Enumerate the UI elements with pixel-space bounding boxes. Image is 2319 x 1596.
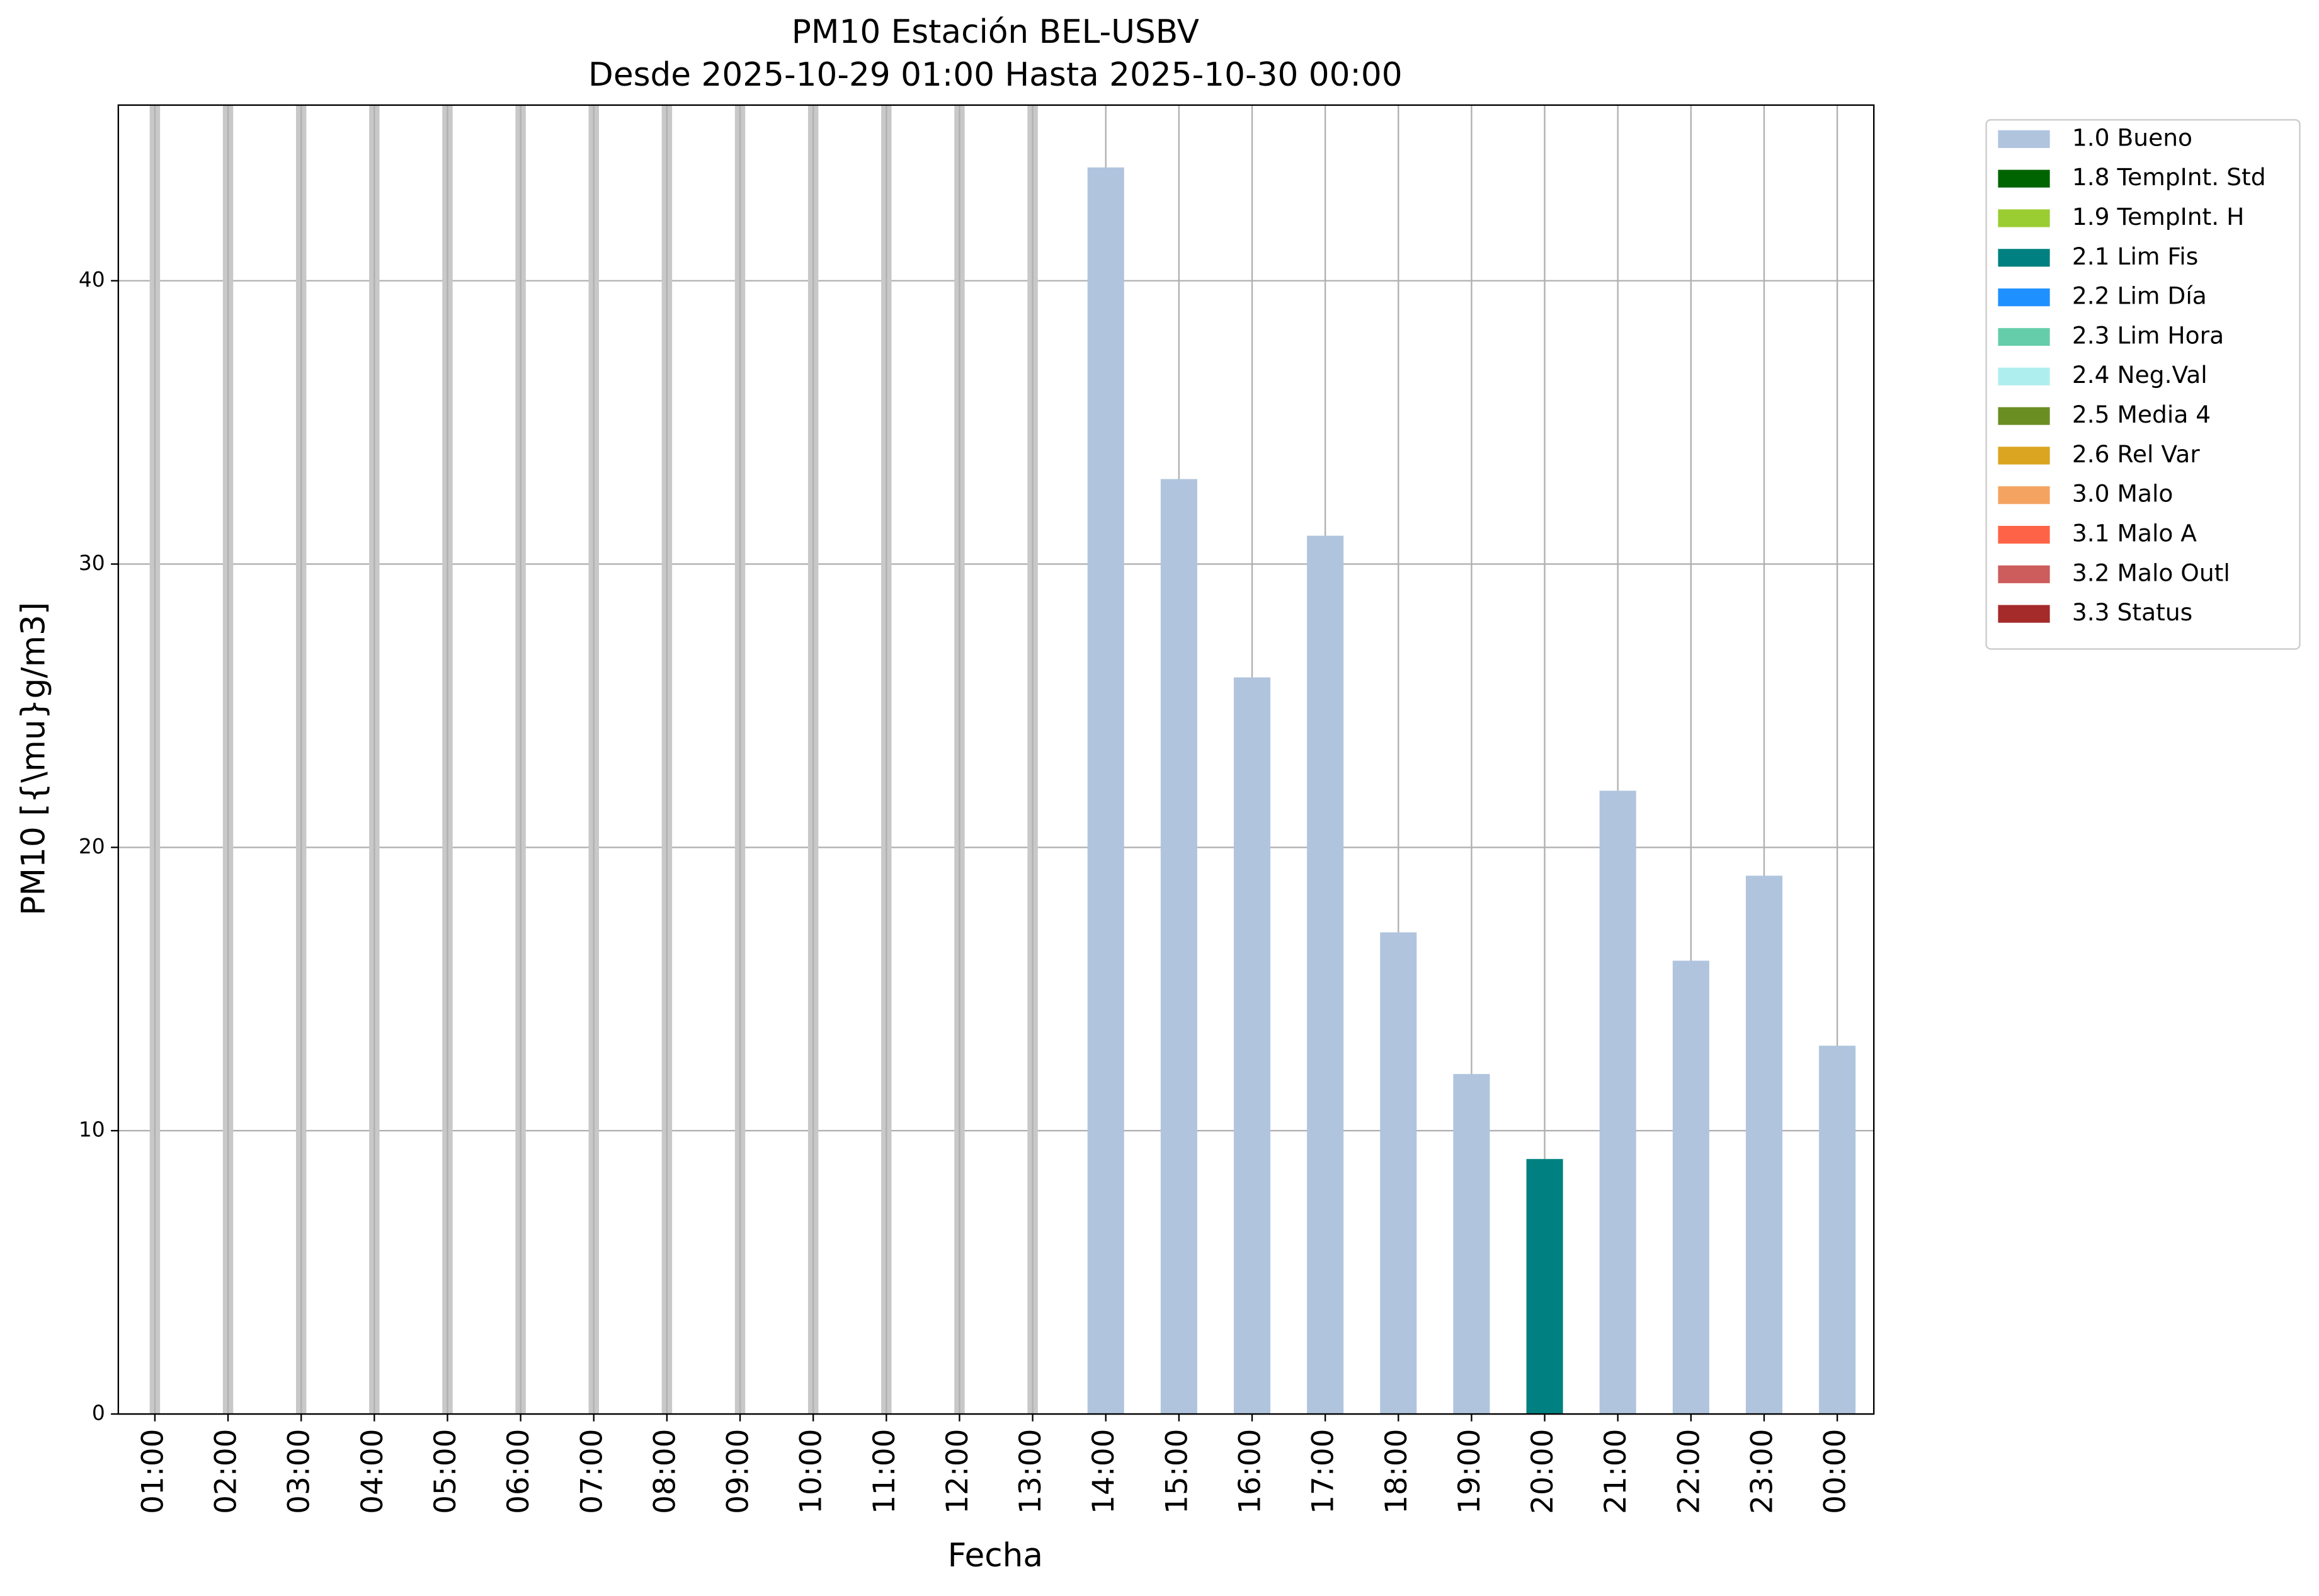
bar bbox=[1819, 1046, 1856, 1415]
x-tick-label: 17:00 bbox=[1306, 1429, 1341, 1514]
x-tick-label: 08:00 bbox=[647, 1429, 682, 1514]
x-tick-label: 12:00 bbox=[940, 1429, 975, 1514]
x-tick-label: 23:00 bbox=[1745, 1429, 1779, 1514]
legend-swatch bbox=[1998, 605, 2050, 623]
x-tick-label: 21:00 bbox=[1598, 1429, 1633, 1514]
x-tick-label: 20:00 bbox=[1525, 1429, 1560, 1514]
legend-swatch bbox=[1998, 565, 2050, 583]
x-tick-label: 10:00 bbox=[794, 1429, 829, 1514]
x-tick-label: 19:00 bbox=[1452, 1429, 1487, 1514]
legend-swatch bbox=[1998, 169, 2050, 188]
legend-label: 1.0 Bueno bbox=[2072, 123, 2192, 151]
legend-label: 3.2 Malo Outl bbox=[2072, 559, 2230, 586]
bar bbox=[1307, 535, 1344, 1415]
legend-label: 2.1 Lim Fis bbox=[2072, 242, 2198, 270]
x-tick-label: 07:00 bbox=[574, 1429, 609, 1514]
legend-label: 3.0 Malo bbox=[2072, 480, 2174, 508]
legend-label: 1.8 TempInt. Std bbox=[2072, 163, 2266, 191]
legend-swatch bbox=[1998, 367, 2050, 385]
legend-label: 2.3 Lim Hora bbox=[2072, 321, 2224, 349]
bar bbox=[1233, 677, 1271, 1415]
legend-swatch bbox=[1998, 130, 2050, 148]
bar bbox=[1672, 960, 1709, 1415]
bar bbox=[1453, 1074, 1490, 1415]
legend-swatch bbox=[1998, 249, 2050, 267]
legend-swatch bbox=[1998, 209, 2050, 227]
x-tick-label: 16:00 bbox=[1233, 1429, 1268, 1514]
x-tick-label: 15:00 bbox=[1160, 1429, 1194, 1514]
legend-swatch bbox=[1998, 328, 2050, 346]
x-tick-label: 22:00 bbox=[1672, 1429, 1706, 1514]
x-tick-label: 18:00 bbox=[1379, 1429, 1414, 1514]
bar bbox=[1087, 167, 1124, 1415]
x-tick-label: 09:00 bbox=[721, 1429, 756, 1514]
x-axis-label: Fecha bbox=[948, 1537, 1043, 1575]
y-tick-label: 30 bbox=[79, 550, 105, 575]
x-tick-label: 06:00 bbox=[501, 1429, 536, 1514]
x-tick-label: 14:00 bbox=[1086, 1429, 1121, 1514]
x-tick-label: 00:00 bbox=[1818, 1429, 1853, 1514]
legend-swatch bbox=[1998, 486, 2050, 504]
x-tick-label: 13:00 bbox=[1013, 1429, 1048, 1514]
y-tick-label: 10 bbox=[79, 1117, 105, 1142]
legend-label: 1.9 TempInt. H bbox=[2072, 203, 2245, 231]
bar bbox=[1380, 932, 1417, 1415]
bar bbox=[1526, 1159, 1563, 1415]
legend-box bbox=[1985, 119, 2301, 650]
y-tick-label: 20 bbox=[79, 834, 105, 858]
plot-frame bbox=[117, 104, 1875, 1415]
bar bbox=[1599, 790, 1636, 1415]
legend-swatch bbox=[1998, 407, 2050, 425]
y-axis-label: PM10 [{\mu}g/m3] bbox=[14, 602, 52, 916]
x-tick-label: 11:00 bbox=[867, 1429, 902, 1514]
legend-swatch bbox=[1998, 525, 2050, 544]
chart-subtitle: Desde 2025-10-29 01:00 Hasta 2025-10-30 … bbox=[588, 56, 1403, 94]
legend-label: 2.2 Lim Día bbox=[2072, 282, 2207, 310]
y-tick-label: 0 bbox=[92, 1401, 105, 1425]
legend-label: 2.4 Neg.Val bbox=[2072, 361, 2208, 389]
x-tick-label: 01:00 bbox=[135, 1429, 170, 1514]
legend-swatch bbox=[1998, 447, 2050, 465]
x-tick-label: 03:00 bbox=[282, 1429, 317, 1514]
x-tick-label: 02:00 bbox=[209, 1429, 244, 1514]
legend-swatch bbox=[1998, 288, 2050, 307]
legend-label: 3.1 Malo A bbox=[2072, 520, 2197, 547]
bar bbox=[1745, 875, 1783, 1415]
legend-label: 3.3 Status bbox=[2072, 598, 2192, 626]
y-tick-label: 40 bbox=[79, 267, 105, 292]
chart-title: PM10 Estación BEL-USBV bbox=[792, 13, 1199, 51]
legend-label: 2.5 Media 4 bbox=[2072, 401, 2211, 428]
bar bbox=[1160, 479, 1197, 1415]
legend-label: 2.6 Rel Var bbox=[2072, 440, 2200, 468]
x-tick-label: 05:00 bbox=[428, 1429, 463, 1514]
x-tick-label: 04:00 bbox=[355, 1429, 390, 1514]
